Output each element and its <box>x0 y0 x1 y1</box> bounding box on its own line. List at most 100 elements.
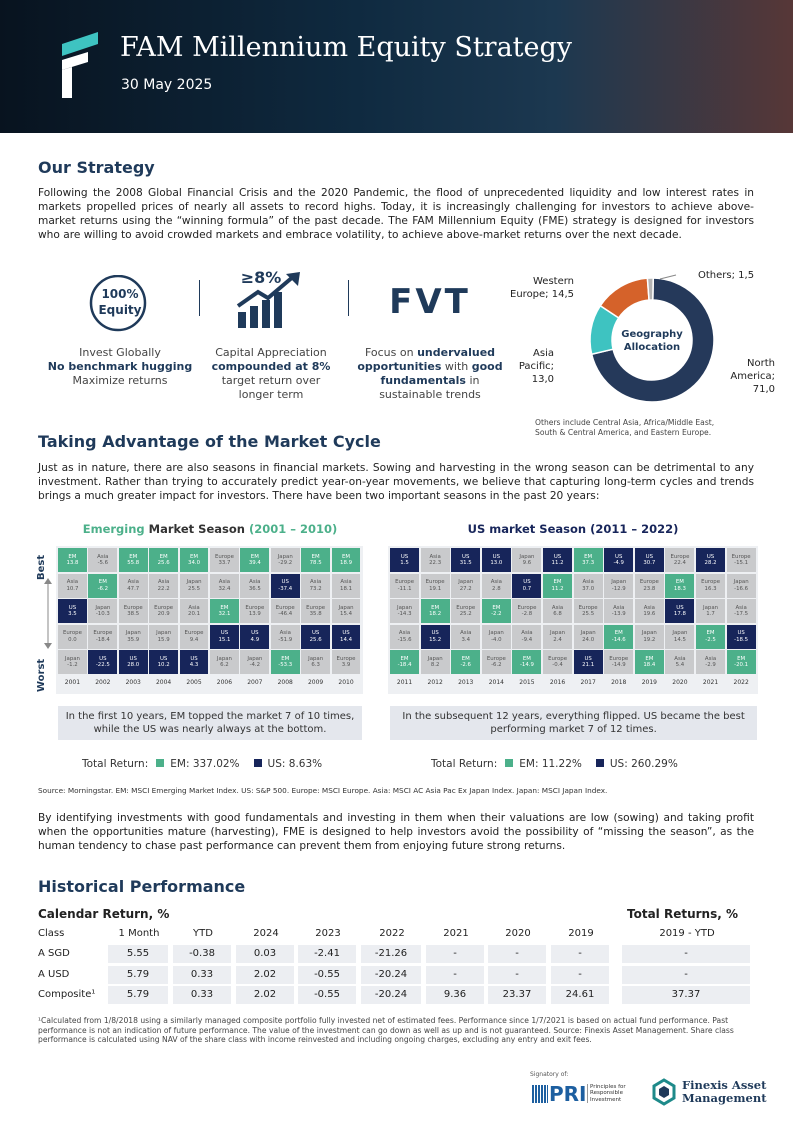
cell-value: 2.8 <box>492 585 501 592</box>
quilt-cell: Japan -4.0 <box>481 624 511 649</box>
cell-label: EM <box>675 579 684 585</box>
quilt-cell: EM -18.4 <box>390 650 420 674</box>
cell-value: -2.8 <box>521 611 533 617</box>
heading: Taking Advantage of the Market Cycle <box>38 432 381 451</box>
cell-value: 31.5 <box>459 560 472 566</box>
quilt-cell: Japan 25.5 <box>179 573 209 598</box>
cell-label: EM <box>431 604 440 611</box>
cell-value: 55.8 <box>127 560 140 566</box>
text-part: fundamentals <box>380 374 466 387</box>
cell-label: EM <box>461 655 470 662</box>
quilt-cell: Europe 33.7 <box>210 548 239 572</box>
cell-value: 30.7 <box>643 560 656 566</box>
cell-label: EM <box>342 553 351 560</box>
cell-value: -53.3 <box>278 662 293 668</box>
legend: Total Return: EM: 337.02% US: 8.63% <box>82 758 322 770</box>
quilt-cell: US 15.1 <box>210 624 239 649</box>
legend-item: EM: 337.02% <box>170 758 240 770</box>
quilt-cell: Europe 23.8 <box>634 573 664 598</box>
text-part: compounded at 8% <box>211 360 331 373</box>
legend-item: US: 260.29% <box>609 758 678 770</box>
title-part: US <box>467 522 486 536</box>
pillar-text: Capital Appreciation compounded at 8% targ… <box>196 346 346 402</box>
table-cell: 0.33 <box>173 986 231 1004</box>
cell-value: 28.2 <box>704 560 717 566</box>
quilt-cell: EM 13.8 <box>58 548 87 572</box>
line: Investment <box>590 1096 622 1103</box>
cell-label: Asia <box>188 604 200 611</box>
quilt-cell: Japan -4.2 <box>240 650 270 674</box>
cell-label: Asia <box>460 630 472 636</box>
cell-label: Japan <box>488 630 504 636</box>
quilt-cell: Asia -13.9 <box>604 599 634 623</box>
quilt-cell: Asia -15.6 <box>390 624 420 649</box>
cell-label: US <box>553 553 562 560</box>
text-line: fundamentals in <box>355 374 505 388</box>
cell-value: -0.4 <box>552 662 563 668</box>
caption-line: In the subsequent 12 years, everything f… <box>402 711 745 722</box>
quilt-cell: US 21.1 <box>573 650 603 674</box>
quilt-cell: US 15.2 <box>420 624 450 649</box>
quilt-cell: Europe -14.9 <box>604 650 634 674</box>
quilt-cell: Asia 3.4 <box>451 624 481 649</box>
table-cell: 5.79 <box>108 986 168 1004</box>
quilt-cell: Europe 19.1 <box>420 573 450 598</box>
caption-line: In the first 10 years, EM topped the mar… <box>65 711 355 722</box>
cell-value: 25.5 <box>582 611 595 617</box>
quilt-cell: Europe -18.4 <box>88 624 118 649</box>
cell-label: US <box>190 655 198 662</box>
line: Responsible <box>590 1090 623 1097</box>
allocation-note: Others include Central Asia, Africa/Midd… <box>535 418 714 438</box>
cell-value: 6.2 <box>220 662 229 668</box>
table-cell: -20.24 <box>361 965 421 984</box>
row-label: Composite¹ <box>38 989 96 1000</box>
quilt-cell: Asia 37.0 <box>573 573 603 598</box>
line: Finexis Asset <box>682 1078 767 1092</box>
cell-value: 32.4 <box>218 585 231 592</box>
cell-label: Asia <box>97 553 109 560</box>
quilt-title: Emerging Market Season (2001 – 2010) <box>60 522 360 536</box>
cell-value: 8.2 <box>430 662 440 668</box>
cell-value: 14.5 <box>673 636 686 643</box>
year: 2012 <box>427 678 443 686</box>
text-part: in <box>465 374 480 387</box>
cell-value: -46.4 <box>278 611 293 617</box>
cell-label: US <box>342 630 350 636</box>
cell-label: Europe <box>731 553 751 560</box>
cell-label: EM <box>220 604 229 611</box>
icon-line: Equity <box>98 303 142 317</box>
cell-label: US <box>159 655 168 662</box>
cell-value: 22.3 <box>429 560 442 566</box>
cell-label: EM <box>492 604 501 611</box>
heading: Historical Performance <box>38 877 246 896</box>
cell-value: -22.5 <box>95 662 110 668</box>
paragraph: Just as in nature, there are also season… <box>38 462 754 502</box>
cell-value: 32.1 <box>218 611 231 617</box>
cell-label: Europe <box>306 604 326 611</box>
cell-label: US <box>68 604 77 611</box>
cell-label: Japan <box>703 604 719 611</box>
quilt-cell: Japan 15.4 <box>331 599 361 623</box>
table-cell: 5.55 <box>108 945 168 963</box>
year: 2013 <box>458 678 474 686</box>
quilt-cell: EM 78.5 <box>301 548 331 572</box>
cell-label: Japan <box>519 553 535 560</box>
text-line: target return over <box>196 374 346 388</box>
cell-value: -4.9 <box>613 560 624 566</box>
cell-value: 73.2 <box>309 585 322 592</box>
cell-value: 18.9 <box>340 560 353 566</box>
column-header: 2021 <box>443 928 469 939</box>
year: 2001 <box>64 678 81 686</box>
cell-value: 11.2 <box>551 585 564 592</box>
cell-value: 10.7 <box>66 585 79 592</box>
title-part: market Season <box>485 522 591 536</box>
quilt-cell: Japan 19.2 <box>634 624 664 649</box>
cell-value: 15.2 <box>429 636 442 643</box>
cell-value: 0.7 <box>522 585 532 592</box>
legend-label: Total Return: <box>82 758 149 770</box>
pillar-icon-text: FVT <box>370 282 490 322</box>
cell-value: 21.1 <box>582 662 595 668</box>
column-header: 2019 <box>568 928 594 939</box>
legend-swatch <box>253 759 262 767</box>
